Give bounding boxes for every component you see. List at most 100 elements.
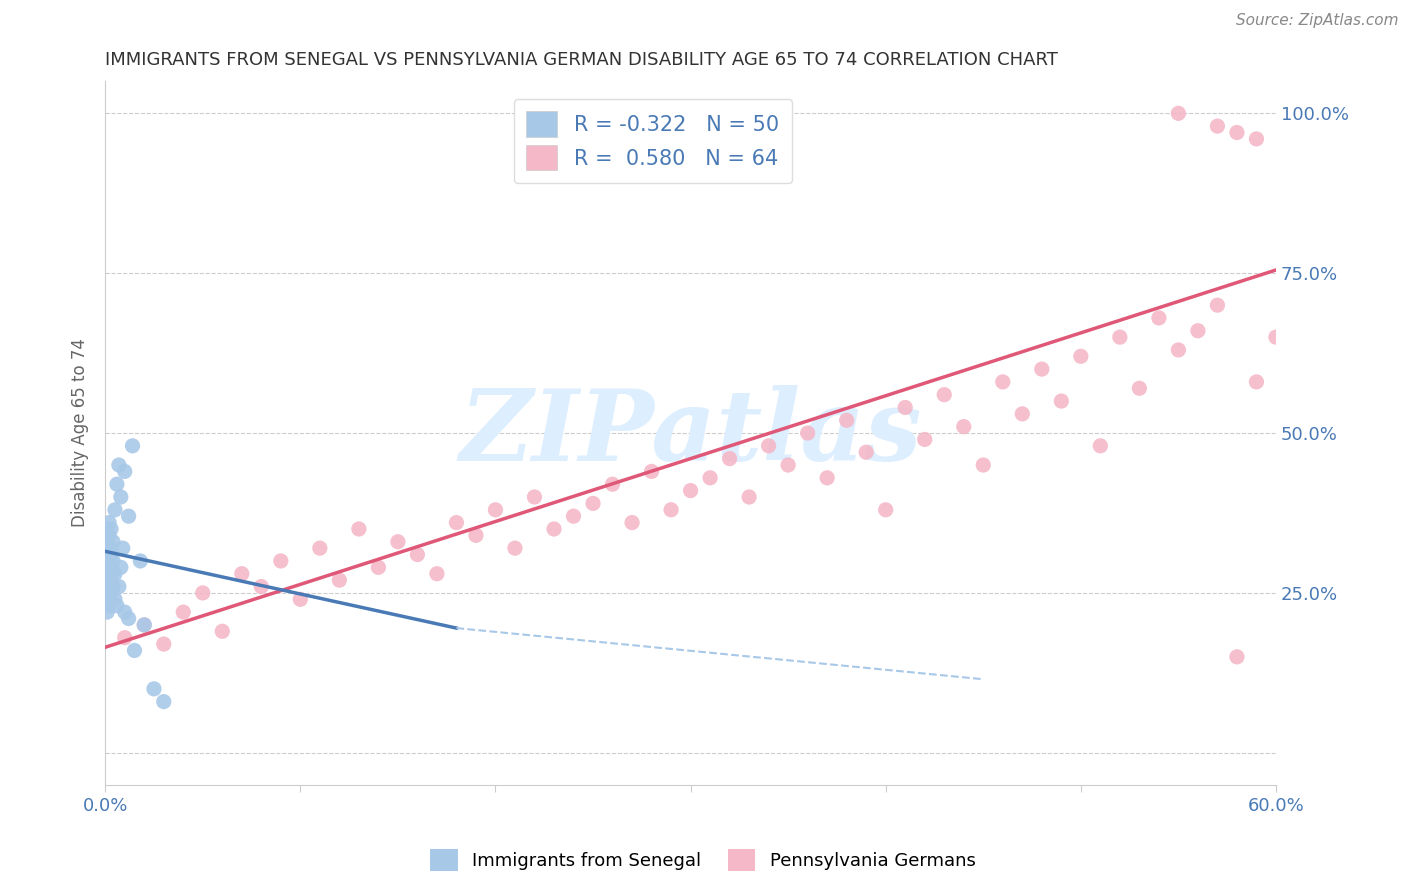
Point	[250, 580, 273, 594]
Point	[894, 401, 917, 415]
Point	[1128, 381, 1150, 395]
Point	[914, 433, 936, 447]
Point	[543, 522, 565, 536]
Point	[328, 573, 350, 587]
Point	[503, 541, 526, 556]
Point	[484, 503, 506, 517]
Point	[152, 637, 174, 651]
Point	[104, 566, 127, 581]
Point	[104, 592, 127, 607]
Point	[152, 695, 174, 709]
Point	[117, 611, 139, 625]
Point	[562, 509, 585, 524]
Legend: R = -0.322   N = 50, R =  0.580   N = 64: R = -0.322 N = 50, R = 0.580 N = 64	[513, 99, 792, 183]
Point	[796, 425, 818, 440]
Point	[96, 573, 118, 587]
Point	[1167, 343, 1189, 357]
Point	[124, 643, 146, 657]
Point	[308, 541, 330, 556]
Point	[1167, 106, 1189, 120]
Point	[114, 631, 136, 645]
Point	[1246, 375, 1268, 389]
Point	[100, 586, 122, 600]
Point	[738, 490, 761, 504]
Point	[98, 516, 121, 530]
Point	[100, 560, 122, 574]
Point	[98, 586, 121, 600]
Point	[1031, 362, 1053, 376]
Point	[110, 560, 132, 574]
Point	[1090, 439, 1112, 453]
Point	[659, 503, 682, 517]
Point	[855, 445, 877, 459]
Point	[758, 439, 780, 453]
Point	[952, 419, 974, 434]
Point	[1147, 310, 1170, 325]
Point	[117, 509, 139, 524]
Point	[1011, 407, 1033, 421]
Point	[114, 464, 136, 478]
Point	[98, 528, 121, 542]
Point	[100, 522, 122, 536]
Point	[934, 387, 956, 401]
Point	[191, 586, 214, 600]
Point	[111, 541, 134, 556]
Point	[100, 548, 122, 562]
Point	[640, 464, 662, 478]
Point	[367, 560, 389, 574]
Point	[991, 375, 1014, 389]
Point	[835, 413, 858, 427]
Point	[101, 580, 124, 594]
Point	[108, 580, 131, 594]
Point	[446, 516, 468, 530]
Point	[108, 458, 131, 472]
Point	[1050, 394, 1073, 409]
Point	[582, 496, 605, 510]
Point	[602, 477, 624, 491]
Point	[134, 618, 156, 632]
Point	[426, 566, 449, 581]
Point	[679, 483, 702, 498]
Point	[699, 471, 721, 485]
Point	[143, 681, 166, 696]
Point	[96, 605, 118, 619]
Point	[972, 458, 994, 472]
Point	[621, 516, 644, 530]
Point	[1265, 330, 1288, 344]
Point	[98, 554, 121, 568]
Point	[98, 580, 121, 594]
Y-axis label: Disability Age 65 to 74: Disability Age 65 to 74	[72, 339, 89, 527]
Point	[270, 554, 292, 568]
Point	[778, 458, 800, 472]
Text: IMMIGRANTS FROM SENEGAL VS PENNSYLVANIA GERMAN DISABILITY AGE 65 TO 74 CORRELATI: IMMIGRANTS FROM SENEGAL VS PENNSYLVANIA …	[105, 51, 1059, 69]
Point	[347, 522, 370, 536]
Point	[96, 548, 118, 562]
Point	[465, 528, 488, 542]
Point	[96, 554, 118, 568]
Point	[96, 534, 118, 549]
Point	[105, 477, 128, 491]
Point	[96, 592, 118, 607]
Point	[98, 573, 121, 587]
Legend: Immigrants from Senegal, Pennsylvania Germans: Immigrants from Senegal, Pennsylvania Ge…	[423, 842, 983, 879]
Point	[387, 534, 409, 549]
Point	[134, 618, 156, 632]
Point	[172, 605, 194, 619]
Point	[98, 599, 121, 613]
Point	[100, 566, 122, 581]
Point	[100, 573, 122, 587]
Point	[98, 566, 121, 581]
Point	[101, 534, 124, 549]
Point	[96, 566, 118, 581]
Point	[96, 522, 118, 536]
Point	[96, 541, 118, 556]
Point	[105, 599, 128, 613]
Point	[523, 490, 546, 504]
Point	[104, 503, 127, 517]
Point	[114, 605, 136, 619]
Point	[1108, 330, 1130, 344]
Point	[290, 592, 312, 607]
Point	[96, 586, 118, 600]
Point	[1226, 126, 1249, 140]
Text: ZIPatlas: ZIPatlas	[460, 384, 922, 482]
